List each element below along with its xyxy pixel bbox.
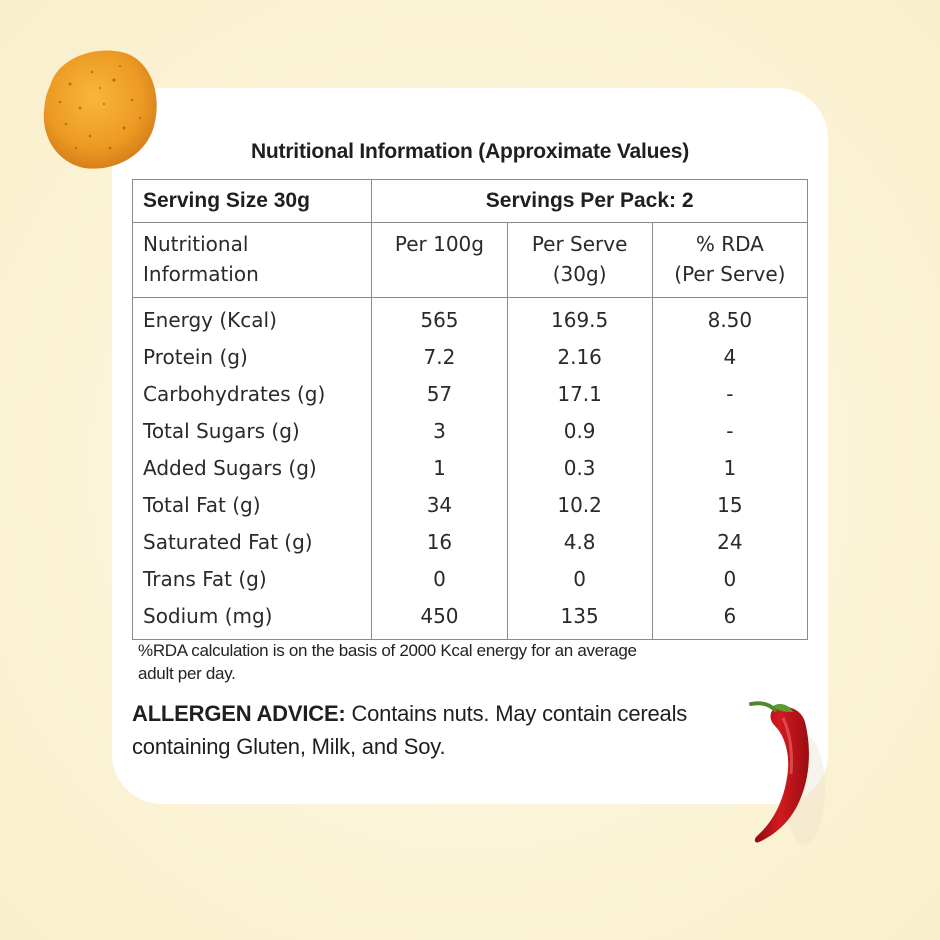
per-serve-value: 0 [506,561,653,598]
nutrient-name: Carbohydrates (g) [131,376,373,413]
table-row: Saturated Fat (g) 16 4.8 24 [131,524,809,561]
chili-pepper-icon [749,701,825,845]
per-serve-value: 2.16 [506,339,653,376]
page-title: Nutritional Information (Approximate Val… [250,140,690,163]
allergen-text-line2: containing Gluten, Milk, and Soy. [132,734,446,759]
rda-value: 24 [651,524,809,561]
table-row: Energy (Kcal) 565 169.5 8.50 [131,297,809,339]
nutrient-name: Sodium (mg) [131,598,373,640]
table-row: Trans Fat (g) 0 0 0 [131,561,809,598]
per-serve-value: 135 [506,598,653,640]
table-row: Total Sugars (g) 3 0.9 - [131,413,809,450]
allergen-label: ALLERGEN ADVICE: [132,701,346,726]
servings-per-pack: Servings Per Pack: 2 [371,179,808,223]
nutrient-name: Protein (g) [131,339,373,376]
table-row: Protein (g) 7.2 2.16 4 [131,339,809,376]
per100-value: 34 [371,487,508,524]
per100-value: 450 [371,598,508,640]
per-serve-value: 17.1 [506,376,653,413]
rda-value: 15 [651,487,809,524]
per100-value: 57 [371,376,508,413]
chip-icon [43,50,157,169]
rda-value: 1 [651,450,809,487]
per-serve-value: 4.8 [506,524,653,561]
column-header-rda: % RDA (Per Serve) [651,222,809,298]
column-header-per100g: Per 100g [371,222,508,298]
nutrition-table: Serving Size 30g Servings Per Pack: 2 Nu… [131,179,809,640]
rda-value: 0 [651,561,809,598]
rda-value: 4 [651,339,809,376]
nutrient-name: Total Fat (g) [131,487,373,524]
column-header-per-serve: Per Serve (30g) [506,222,653,298]
per-serve-value: 10.2 [506,487,653,524]
table-row: Total Fat (g) 34 10.2 15 [131,487,809,524]
per100-value: 0 [371,561,508,598]
rda-value: 8.50 [651,297,809,339]
per100-value: 7.2 [371,339,508,376]
per-serve-value: 0.9 [506,413,653,450]
per100-value: 1 [371,450,508,487]
rda-value: - [651,376,809,413]
per100-value: 3 [371,413,508,450]
nutrient-name: Added Sugars (g) [131,450,373,487]
nutrient-name: Energy (Kcal) [131,297,373,339]
allergen-text-line1: Contains nuts. May contain cereals [345,701,688,726]
nutrient-name: Trans Fat (g) [131,561,373,598]
column-header-nutrient: Nutritional Information [131,222,373,298]
serving-size: Serving Size 30g [131,179,373,223]
table-row: Carbohydrates (g) 57 17.1 - [131,376,809,413]
table-row: Sodium (mg) 450 135 6 [131,598,809,640]
serving-row: Serving Size 30g Servings Per Pack: 2 [131,179,808,223]
rda-value: 6 [651,598,809,640]
rda-note: %RDA calculation is on the basis of 2000… [138,641,637,683]
allergen-advice: ALLERGEN ADVICE: Contains nuts. May cont… [132,697,752,763]
nutrient-name: Saturated Fat (g) [131,524,373,561]
per-serve-value: 0.3 [506,450,653,487]
column-header-row: Nutritional Information Per 100g Per Serv… [131,222,809,298]
per-serve-value: 169.5 [506,297,653,339]
table-row: Added Sugars (g) 1 0.3 1 [131,450,809,487]
per100-value: 16 [371,524,508,561]
nutrient-name: Total Sugars (g) [131,413,373,450]
per100-value: 565 [371,297,508,339]
rda-value: - [651,413,809,450]
